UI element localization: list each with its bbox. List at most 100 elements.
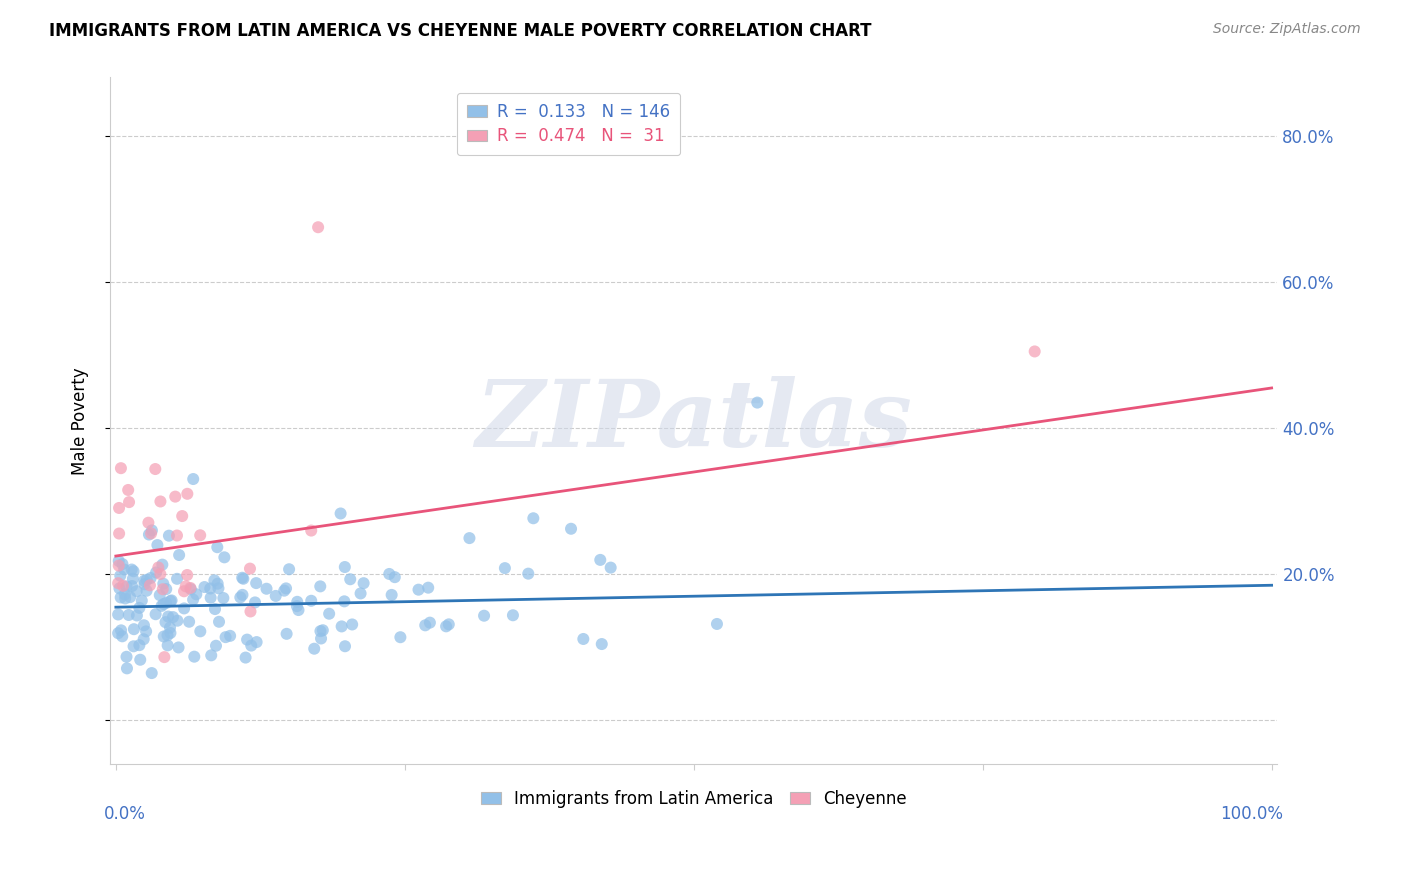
Text: 100.0%: 100.0% [1220, 805, 1284, 823]
Point [208, 615, 231, 629]
Point [413, 618, 436, 632]
Point [188, 528, 211, 542]
Point [239, 604, 262, 618]
Point [141, 666, 163, 681]
Point [134, 574, 156, 588]
Point [333, 594, 356, 608]
Point [309, 624, 332, 639]
Point [188, 624, 211, 639]
Point [437, 617, 460, 632]
Point [166, 528, 188, 542]
Point [167, 640, 190, 655]
Point [129, 653, 152, 667]
Point [108, 582, 131, 596]
Point [232, 572, 254, 586]
Point [139, 578, 162, 592]
Point [747, 395, 769, 409]
Point [330, 619, 353, 633]
Point [135, 583, 157, 598]
Point [117, 483, 139, 497]
Point [138, 527, 160, 541]
Point [340, 617, 363, 632]
Point [149, 588, 172, 602]
Point [186, 587, 208, 601]
Point [125, 584, 148, 599]
Point [389, 630, 412, 644]
Point [112, 562, 135, 576]
Point [110, 591, 132, 605]
Point [181, 592, 204, 607]
Point [159, 594, 181, 608]
Point [111, 557, 134, 571]
Point [339, 572, 361, 586]
Point [179, 581, 201, 595]
Point [111, 579, 134, 593]
Point [333, 639, 356, 653]
Point [494, 561, 516, 575]
Point [128, 600, 150, 615]
Point [408, 582, 430, 597]
Point [181, 472, 204, 486]
Point [419, 615, 441, 630]
Point [212, 591, 235, 605]
Point [152, 582, 174, 597]
Point [329, 507, 352, 521]
Point [200, 591, 222, 605]
Point [264, 589, 287, 603]
Point [121, 562, 143, 576]
Point [299, 524, 322, 538]
Point [115, 579, 138, 593]
Point [152, 597, 174, 611]
Point [159, 626, 181, 640]
Point [276, 627, 298, 641]
Point [141, 524, 163, 538]
Point [285, 599, 308, 614]
Point [172, 509, 194, 524]
Point [245, 576, 267, 591]
Point [207, 576, 229, 591]
Point [239, 561, 262, 575]
Point [591, 637, 613, 651]
Point [235, 650, 257, 665]
Point [243, 595, 266, 609]
Point [128, 638, 150, 652]
Point [309, 579, 332, 593]
Point [118, 607, 141, 622]
Point [274, 582, 297, 596]
Point [307, 220, 329, 235]
Point [204, 602, 226, 616]
Point [706, 617, 728, 632]
Point [138, 516, 160, 530]
Point [200, 648, 222, 663]
Point [152, 630, 174, 644]
Point [458, 531, 481, 545]
Point [114, 587, 136, 601]
Point [115, 649, 138, 664]
Point [107, 626, 129, 640]
Point [120, 590, 142, 604]
Point [517, 566, 540, 581]
Point [107, 554, 129, 568]
Point [381, 588, 404, 602]
Point [149, 566, 172, 581]
Point [134, 577, 156, 591]
Point [309, 632, 332, 646]
Point [125, 608, 148, 623]
Point [153, 650, 176, 665]
Point [384, 570, 406, 584]
Point [302, 641, 325, 656]
Point [122, 564, 145, 578]
Point [229, 591, 252, 605]
Point [599, 560, 621, 574]
Point [156, 628, 179, 642]
Point [318, 607, 340, 621]
Point [353, 576, 375, 591]
Text: ZIPatlas: ZIPatlas [475, 376, 912, 466]
Point [174, 579, 197, 593]
Text: Source: ZipAtlas.com: Source: ZipAtlas.com [1213, 22, 1361, 37]
Point [149, 494, 172, 508]
Point [155, 596, 177, 610]
Point [110, 624, 132, 638]
Point [219, 629, 242, 643]
Point [122, 640, 145, 654]
